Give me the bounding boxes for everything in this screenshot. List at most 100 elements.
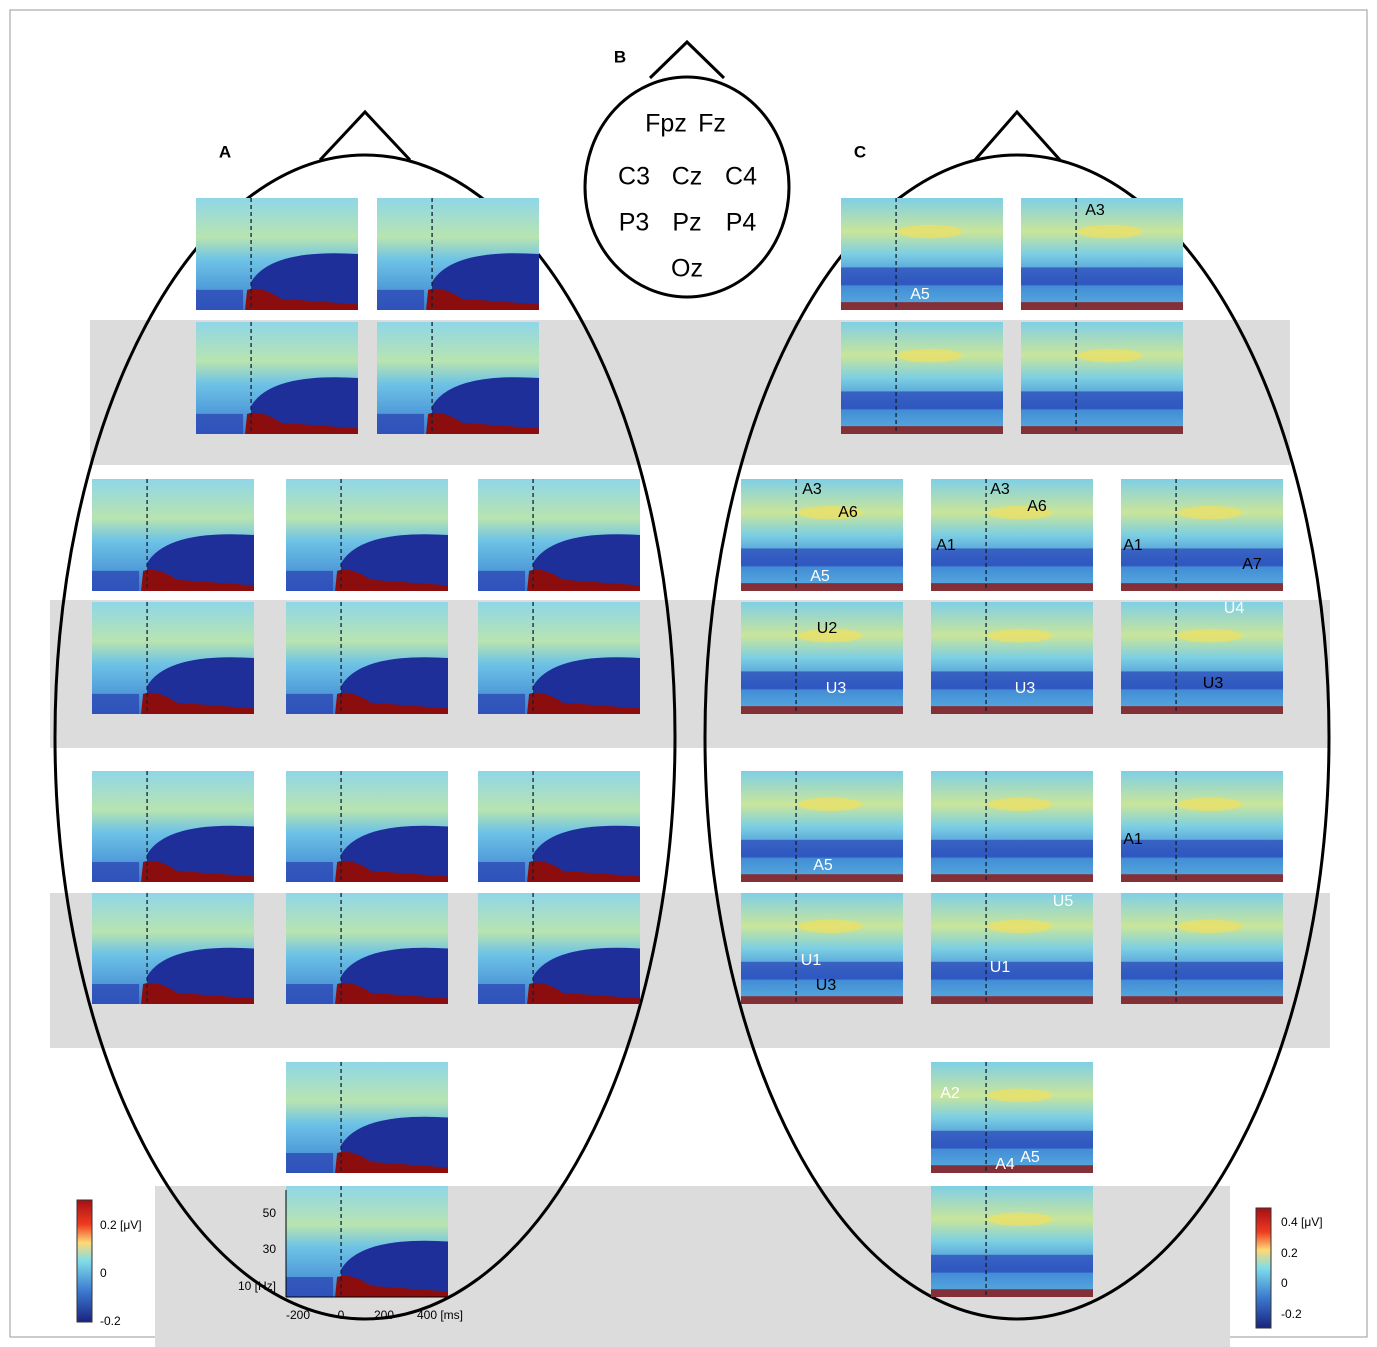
tf-blob <box>1121 996 1283 1004</box>
tf-blob <box>797 505 863 520</box>
tf-map <box>741 893 903 1004</box>
tf-map <box>931 479 1093 591</box>
nose <box>318 109 412 162</box>
tf-blob <box>341 657 448 714</box>
tf-map <box>931 602 1093 714</box>
tf-blob <box>931 583 1093 591</box>
tf-blob <box>533 947 640 1004</box>
annotation: A1 <box>1123 831 1143 848</box>
tf-blob <box>931 961 1093 980</box>
tf-blob <box>377 413 425 434</box>
tf-blob <box>335 860 448 882</box>
tf-blob <box>141 569 254 591</box>
tf-blob <box>931 874 1093 882</box>
colorbar-tick: -0.2 <box>1281 1307 1302 1321</box>
tf-blob <box>286 570 334 591</box>
colorbar-c: 0.4 [μV] 0.2 0 -0.2 <box>1255 1207 1323 1329</box>
tf-blob <box>341 534 448 591</box>
tf-blob <box>147 657 254 714</box>
tf-blob <box>1177 628 1243 643</box>
annotations: A5 A3 A3 A6 A5 A3 A6 A1 A1 A7 U2 U3 U3 U… <box>801 202 1262 1173</box>
y-tick-label: 50 <box>263 1206 277 1220</box>
tf-blob <box>92 984 140 1004</box>
head-outline <box>583 75 791 299</box>
tf-blob <box>741 548 903 567</box>
tf-map <box>741 602 903 714</box>
tf-blob <box>1121 874 1283 882</box>
colorbar-tick: 0.2 [μV] <box>100 1218 142 1232</box>
tf-blob <box>1177 797 1243 811</box>
tf-blob <box>335 569 448 591</box>
colorbar-tick: -0.2 <box>100 1314 121 1328</box>
annotation: U4 <box>1224 600 1245 617</box>
electrode: Oz <box>671 255 703 283</box>
electrodes: Fpz Fz C3 Cz C4 P3 Pz P4 Oz <box>618 110 757 283</box>
tf-map <box>1121 893 1283 1004</box>
annotation: A3 <box>802 481 822 498</box>
colorbar-tick: 0 <box>1281 1276 1288 1290</box>
tf-blob <box>286 984 334 1004</box>
annotation: A7 <box>1242 556 1262 573</box>
tf-blob <box>251 253 358 310</box>
colorbar-tick: 0.4 [μV] <box>1281 1215 1323 1229</box>
tf-blob <box>741 961 903 980</box>
tf-blob <box>897 224 963 239</box>
tf-blob <box>1077 348 1143 363</box>
tf-blob <box>931 1289 1093 1297</box>
tf-blob <box>1177 919 1243 933</box>
annotation: U5 <box>1053 893 1074 910</box>
annotation: A1 <box>936 537 956 554</box>
tf-blob <box>841 426 1003 434</box>
tf-blob <box>1121 706 1283 714</box>
tf-blob <box>1077 224 1143 239</box>
tf-blob <box>147 534 254 591</box>
tf-map <box>741 771 903 882</box>
colorbar-tick: 0 <box>100 1266 107 1280</box>
tf-blob <box>478 693 526 714</box>
band <box>50 893 1330 1048</box>
annotation: U1 <box>990 959 1011 976</box>
tf-map <box>931 1062 1093 1173</box>
tf-blob <box>335 982 448 1004</box>
tf-blob <box>341 947 448 1004</box>
tf-blob <box>841 302 1003 310</box>
tf-blob <box>533 825 640 882</box>
annotation: A5 <box>1020 1149 1040 1166</box>
tf-blob <box>141 860 254 882</box>
tf-blob <box>987 1088 1053 1102</box>
x-tick-label: 400 [ms] <box>417 1308 463 1322</box>
electrode: Fpz <box>645 110 687 138</box>
tf-blob <box>741 583 903 591</box>
electrode: Pz <box>672 209 701 237</box>
panel-label: A <box>219 142 231 161</box>
tf-blob <box>931 548 1093 567</box>
tf-blob <box>251 377 358 434</box>
tf-blob <box>286 1153 334 1173</box>
tf-map <box>1021 198 1183 310</box>
tf-blob <box>426 288 539 310</box>
tf-blob <box>196 413 244 434</box>
tf-blob <box>741 874 903 882</box>
annotation: A6 <box>1027 498 1047 515</box>
tf-blob <box>478 862 526 882</box>
tf-blob <box>377 289 425 310</box>
annotation: U3 <box>1203 675 1224 692</box>
tf-map <box>931 1186 1093 1297</box>
x-tick-label: 0 <box>338 1308 345 1322</box>
tf-blob <box>741 996 903 1004</box>
tf-blob <box>533 534 640 591</box>
tf-blob <box>931 1165 1093 1173</box>
tf-blob <box>527 982 640 1004</box>
tf-blob <box>92 693 140 714</box>
tf-blob <box>426 412 539 434</box>
annotation: A1 <box>1123 537 1143 554</box>
tf-blob <box>797 919 863 933</box>
tf-blob <box>987 628 1053 643</box>
y-tick-label: 30 <box>263 1242 277 1256</box>
y-tick-label: 10 [Hz] <box>238 1279 276 1293</box>
annotation: A5 <box>810 568 830 585</box>
tf-blob <box>987 919 1053 933</box>
tf-map <box>931 893 1093 1004</box>
tf-blob <box>527 569 640 591</box>
